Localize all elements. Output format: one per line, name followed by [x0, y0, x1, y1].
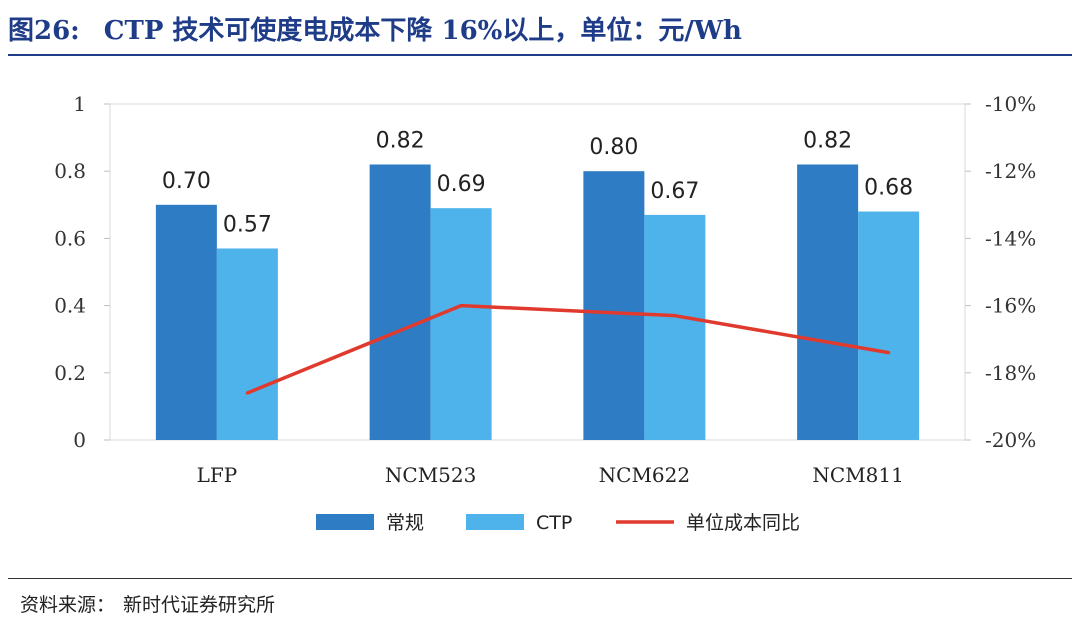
yoy-point: [459, 304, 463, 308]
source-note: 资料来源： 新时代证券研究所: [20, 590, 275, 617]
legend-swatch: [466, 514, 524, 530]
figure-title: 图26: CTP 技术可使度电成本下降 16%以上，单位：元/Wh: [8, 10, 1072, 47]
y-right-tick-label: -18%: [985, 361, 1036, 385]
bar-value-label: 0.57: [223, 212, 272, 237]
bar-regular: [369, 164, 431, 440]
bar-regular: [797, 164, 859, 440]
bar-value-label: 0.68: [864, 176, 913, 201]
y-left-tick-label: 0: [73, 428, 86, 452]
legend-swatch: [316, 514, 374, 530]
figure-title-text: CTP 技术可使度电成本下降 16%以上，单位：元/Wh: [103, 16, 742, 46]
bar-value-label: 0.82: [803, 128, 852, 153]
legend-label: 常规: [386, 512, 424, 534]
x-tick-label: NCM523: [385, 463, 476, 487]
y-left-tick-label: 0.2: [54, 361, 86, 385]
yoy-point: [245, 391, 249, 395]
x-tick-label: NCM811: [812, 463, 903, 487]
y-right-tick-label: -16%: [985, 294, 1036, 318]
yoy-line: [246, 303, 889, 395]
y-left-tick-label: 0.4: [54, 294, 86, 318]
bar-value-label: 0.69: [437, 172, 486, 197]
y-left-tick-label: 0.6: [54, 226, 86, 250]
bar-value-label: 0.70: [162, 169, 211, 194]
plot-area-border: [109, 103, 966, 441]
source-label: 资料来源：: [20, 594, 116, 616]
y-right-tick-label: -20%: [985, 428, 1036, 452]
bar-ctp: [430, 208, 492, 440]
title-rule: [8, 54, 1072, 56]
bar-ctp: [858, 211, 920, 440]
yoy-point: [887, 351, 891, 355]
bar-regular: [155, 204, 217, 440]
bar-regular: [583, 171, 645, 440]
bar-value-label: 0.67: [650, 179, 699, 204]
y-right-tick-label: -14%: [985, 226, 1036, 250]
bar-ctp: [216, 248, 278, 440]
legend-label: CTP: [536, 512, 572, 534]
combo-chart: 0 0.2 0.4 0.6 0.8 1 -20% -18% -16% -14% -12% -10% LF…: [54, 92, 1036, 534]
y-right-tick-label: -10%: [985, 92, 1036, 116]
y-left-tick-label: 0.8: [54, 159, 86, 183]
x-tick-label: NCM622: [599, 463, 690, 487]
legend-label: 单位成本同比: [686, 512, 800, 534]
yoy-point: [673, 314, 677, 318]
bar-value-label: 0.80: [589, 135, 638, 160]
bar-value-label: 0.82: [376, 128, 425, 153]
bar-ctp: [644, 214, 706, 440]
source-value: 新时代证券研究所: [123, 594, 276, 616]
figure-number: 图26:: [8, 16, 80, 46]
y-left-tick-label: 1: [73, 92, 86, 116]
x-tick-label: LFP: [197, 463, 238, 487]
source-rule: [8, 578, 1072, 579]
y-right-tick-label: -12%: [985, 159, 1036, 183]
